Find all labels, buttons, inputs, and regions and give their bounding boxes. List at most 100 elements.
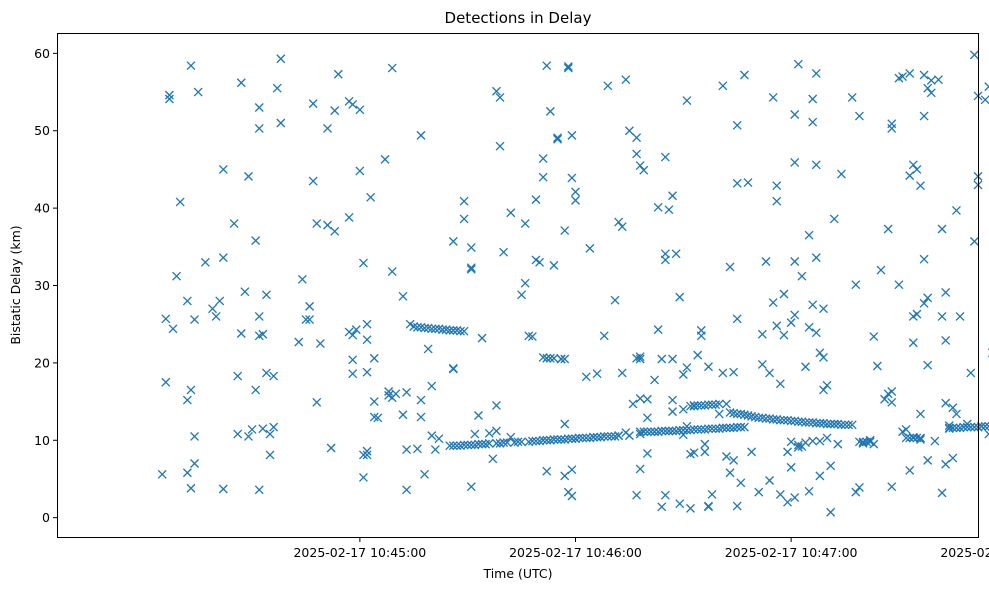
data-point <box>635 354 645 364</box>
data-point <box>351 325 361 335</box>
data-point <box>545 353 555 363</box>
data-point <box>542 353 552 363</box>
data-point <box>819 304 828 314</box>
x-tick-label: 2025-02-17 10:48:00 <box>940 545 989 560</box>
data-point <box>693 424 703 434</box>
data-point <box>811 418 821 428</box>
data-point <box>926 88 936 98</box>
data-point <box>362 450 372 460</box>
data-point <box>941 398 951 408</box>
data-point <box>466 482 476 492</box>
data-point <box>387 267 397 277</box>
data-point <box>423 344 433 354</box>
data-point <box>610 431 620 441</box>
data-point <box>732 120 742 130</box>
data-point <box>689 424 699 434</box>
data-point <box>215 296 225 306</box>
data-point <box>801 418 810 427</box>
data-point <box>258 329 268 339</box>
data-point <box>725 262 735 272</box>
data-point <box>786 318 796 328</box>
data-point <box>779 415 789 425</box>
data-point <box>190 315 200 325</box>
data-point <box>916 435 925 444</box>
data-point <box>779 330 789 340</box>
data-point <box>664 426 674 436</box>
data-point <box>941 335 951 345</box>
data-point <box>840 420 850 430</box>
data-point <box>851 487 861 497</box>
data-point <box>276 54 286 64</box>
data-point <box>678 430 688 440</box>
data-point <box>632 149 642 159</box>
data-point <box>966 368 976 378</box>
data-point <box>218 164 228 174</box>
data-point <box>675 292 685 302</box>
data-point <box>448 325 458 335</box>
data-point <box>186 61 196 71</box>
data-point <box>668 426 677 436</box>
data-point <box>912 164 922 174</box>
data-point <box>700 447 710 457</box>
data-point <box>563 63 573 73</box>
data-point <box>639 427 649 437</box>
y-tick-label: 40 <box>34 201 50 216</box>
data-point <box>912 309 922 319</box>
data-point <box>445 325 455 335</box>
data-point <box>700 400 710 410</box>
data-point <box>603 431 613 441</box>
data-point <box>808 436 818 446</box>
data-point <box>747 447 757 457</box>
data-point <box>919 254 929 264</box>
data-point <box>930 436 940 446</box>
data-point <box>481 439 491 449</box>
data-point <box>869 332 879 342</box>
data-point <box>660 152 670 162</box>
data-point <box>269 371 279 381</box>
y-tick-label: 60 <box>34 46 50 61</box>
data-point <box>675 425 685 435</box>
data-point <box>653 202 663 212</box>
y-tick-label: 0 <box>42 510 50 525</box>
data-point <box>725 423 735 433</box>
data-point <box>362 319 372 329</box>
x-tick-label: 2025-02-17 10:46:00 <box>509 545 642 560</box>
data-point <box>506 432 516 442</box>
data-point <box>535 257 545 267</box>
data-point <box>355 166 365 176</box>
data-point <box>815 436 825 446</box>
data-point <box>916 433 925 443</box>
data-point <box>330 106 340 116</box>
data-point <box>693 350 703 360</box>
data-point <box>434 434 444 444</box>
data-point <box>851 280 861 290</box>
data-point <box>916 181 925 191</box>
data-point <box>732 178 742 188</box>
data-point <box>491 438 501 448</box>
data-point <box>937 224 947 234</box>
data-point <box>797 417 807 427</box>
data-point <box>833 439 843 449</box>
data-point <box>305 301 315 311</box>
data-point <box>657 426 667 436</box>
data-point <box>312 219 322 229</box>
data-point <box>272 83 282 93</box>
data-point <box>553 133 562 143</box>
y-tick-label: 30 <box>34 278 50 293</box>
data-point <box>754 487 764 497</box>
data-point <box>948 423 958 433</box>
data-point <box>362 446 372 456</box>
data-point <box>801 362 810 372</box>
data-point <box>553 435 562 444</box>
data-point <box>811 253 821 263</box>
data-point <box>538 353 548 362</box>
data-point <box>233 371 243 381</box>
data-point <box>980 421 989 431</box>
data-point <box>452 325 462 335</box>
data-point <box>229 219 239 229</box>
data-point <box>732 409 742 419</box>
data-point <box>542 61 552 71</box>
data-point <box>581 372 591 382</box>
data-point <box>218 484 228 494</box>
data-point <box>517 437 527 447</box>
